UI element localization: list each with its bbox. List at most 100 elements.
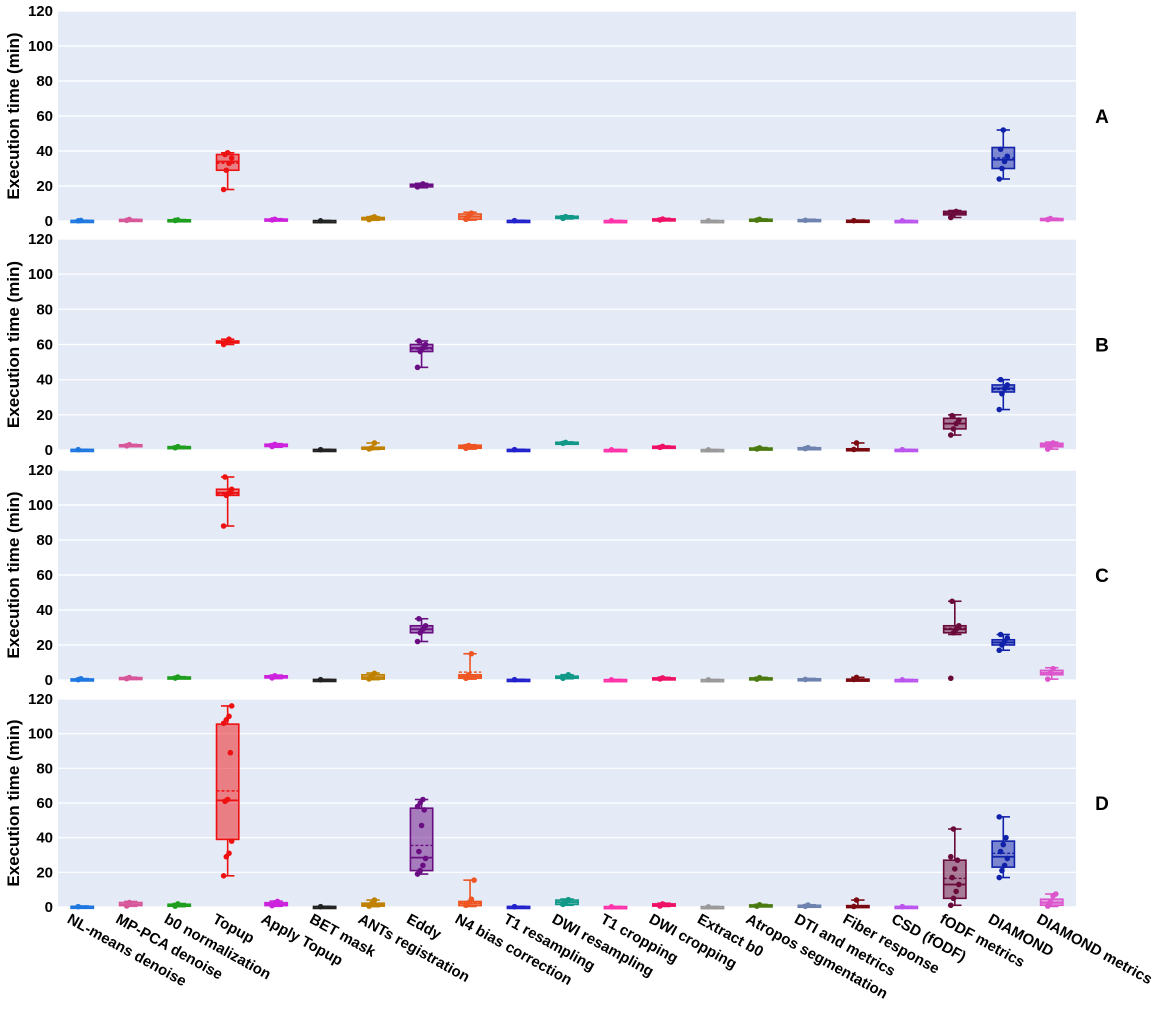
box-eddy — [409, 338, 434, 371]
y-tick-label: 40 — [36, 830, 53, 847]
data-point — [562, 213, 569, 220]
box-extract-b0 — [700, 218, 725, 224]
data-point — [608, 677, 615, 683]
box-t1-cropping — [603, 677, 628, 683]
data-point — [899, 903, 906, 910]
box-b0-normalization — [167, 217, 192, 224]
data-point — [422, 622, 429, 629]
box-t1-resampling — [506, 446, 531, 453]
data-point — [956, 417, 962, 423]
box-dwi-resampling — [555, 671, 579, 682]
data-point — [224, 149, 231, 156]
data-point — [224, 796, 231, 803]
data-point — [659, 901, 666, 907]
box-fodf-metrics — [942, 208, 967, 221]
data-point — [950, 826, 957, 832]
data-point — [223, 167, 230, 174]
data-point — [175, 443, 181, 450]
box-fiber-response — [845, 674, 870, 683]
box-t1-resampling — [506, 676, 531, 683]
box-ants-registration — [361, 440, 386, 452]
data-point — [175, 217, 181, 223]
box-iqr — [215, 723, 240, 841]
data-point — [416, 338, 422, 344]
data-point — [420, 862, 426, 869]
y-tick-label: 80 — [36, 760, 53, 777]
data-point — [953, 888, 959, 895]
data-point — [1050, 440, 1056, 446]
box-t1-resampling — [506, 903, 531, 910]
box-nl-means-denoise — [70, 903, 95, 910]
data-point — [371, 670, 378, 677]
data-point — [226, 713, 232, 720]
box-diamond-metrics — [1039, 440, 1064, 452]
box-topup — [215, 149, 240, 193]
panel-b: 0 20 40 60 80 100 120 Execution time (min) B — [4, 231, 1109, 459]
y-tick-label: 120 — [28, 231, 53, 248]
data-point — [756, 216, 763, 223]
box-atropos-segmentation — [748, 674, 773, 682]
data-point — [659, 675, 666, 681]
data-point — [705, 447, 712, 453]
data-point — [227, 749, 234, 756]
y-tick-label: 100 — [28, 38, 53, 55]
box-apply-topup — [264, 216, 289, 223]
data-point — [126, 441, 133, 448]
data-point — [371, 440, 378, 446]
box-b0-normalization — [167, 901, 192, 909]
y-tick-label: 40 — [36, 602, 53, 619]
data-point — [126, 899, 133, 906]
y-tick-label: 80 — [36, 73, 53, 90]
data-point — [899, 446, 906, 453]
y-tick-label: 80 — [36, 532, 53, 549]
data-point — [75, 446, 82, 453]
data-point — [126, 674, 133, 681]
data-point — [952, 866, 958, 872]
y-tick-label: 20 — [36, 407, 53, 424]
data-point — [949, 598, 955, 605]
box-ants-registration — [361, 897, 386, 909]
data-point — [996, 874, 1003, 881]
box-fiber-response — [845, 440, 870, 453]
box-mp-pca-denoise — [118, 216, 143, 224]
box-diamond — [991, 631, 1016, 654]
box-topup — [215, 703, 240, 879]
y-tick-label: 0 — [45, 899, 53, 916]
data-point — [418, 822, 425, 829]
data-point — [465, 671, 472, 678]
data-point — [511, 446, 518, 453]
data-point — [947, 853, 954, 860]
data-point — [851, 217, 857, 224]
data-point — [175, 674, 181, 680]
data-point — [853, 897, 860, 903]
y-tick-label: 80 — [36, 301, 53, 318]
data-point — [899, 218, 906, 224]
box-dwi-resampling — [555, 896, 579, 908]
box-eddy — [409, 615, 434, 645]
panel-label: B — [1095, 336, 1109, 357]
box-bet-mask — [312, 903, 337, 910]
data-point — [947, 902, 954, 909]
data-point — [511, 217, 518, 224]
box-dwi-cropping — [652, 216, 676, 223]
data-point — [78, 675, 84, 682]
data-point — [805, 902, 811, 908]
box-mp-pca-denoise — [118, 441, 143, 449]
box-csd-fodf — [894, 218, 919, 224]
box-ants-registration — [361, 670, 386, 682]
box-nl-means-denoise — [70, 675, 95, 683]
y-tick-label: 40 — [36, 143, 53, 160]
data-point — [371, 214, 378, 220]
data-point — [565, 896, 572, 903]
box-dwi-cropping — [652, 443, 676, 451]
data-point — [317, 903, 324, 910]
data-point — [420, 796, 426, 803]
box-fodf-metrics — [942, 412, 967, 438]
data-point — [468, 896, 475, 902]
data-point — [422, 341, 429, 348]
data-point — [226, 336, 232, 343]
data-point — [608, 447, 615, 453]
data-point — [371, 897, 378, 903]
data-point — [471, 877, 477, 883]
box-dti-and-metrics — [797, 444, 822, 452]
